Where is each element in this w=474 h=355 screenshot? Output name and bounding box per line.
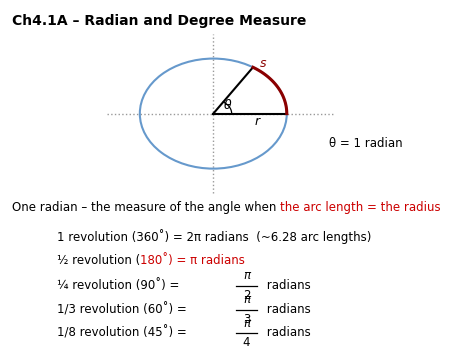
Text: θ = 1 radian: θ = 1 radian — [329, 137, 403, 150]
Text: 1/3 revolution (60˚) =: 1/3 revolution (60˚) = — [57, 303, 191, 316]
Text: π: π — [243, 317, 250, 329]
Text: 4: 4 — [243, 337, 250, 349]
Text: the arc length = the radius: the arc length = the radius — [280, 201, 441, 214]
Text: radians: radians — [263, 279, 311, 292]
Text: π: π — [243, 269, 250, 282]
Text: radians: radians — [263, 327, 311, 339]
Text: 1/8 revolution (45˚) =: 1/8 revolution (45˚) = — [57, 326, 191, 340]
Text: radians: radians — [263, 303, 311, 316]
Text: θ: θ — [224, 99, 231, 112]
Text: Ch4.1A – Radian and Degree Measure: Ch4.1A – Radian and Degree Measure — [12, 14, 306, 28]
Text: 2: 2 — [243, 289, 250, 302]
Text: 180˚) = π radians: 180˚) = π radians — [140, 255, 245, 267]
Text: 3: 3 — [243, 313, 250, 326]
Text: r: r — [255, 115, 260, 128]
Text: One radian – the measure of the angle when: One radian – the measure of the angle wh… — [12, 201, 280, 214]
Text: ¼ revolution (90˚) =: ¼ revolution (90˚) = — [57, 279, 183, 292]
Text: 1 revolution (360˚) = 2π radians  (~6.28 arc lengths): 1 revolution (360˚) = 2π radians (~6.28 … — [57, 229, 371, 244]
Text: ½ revolution (: ½ revolution ( — [57, 255, 140, 267]
Text: π: π — [243, 293, 250, 306]
Text: s: s — [260, 56, 267, 70]
